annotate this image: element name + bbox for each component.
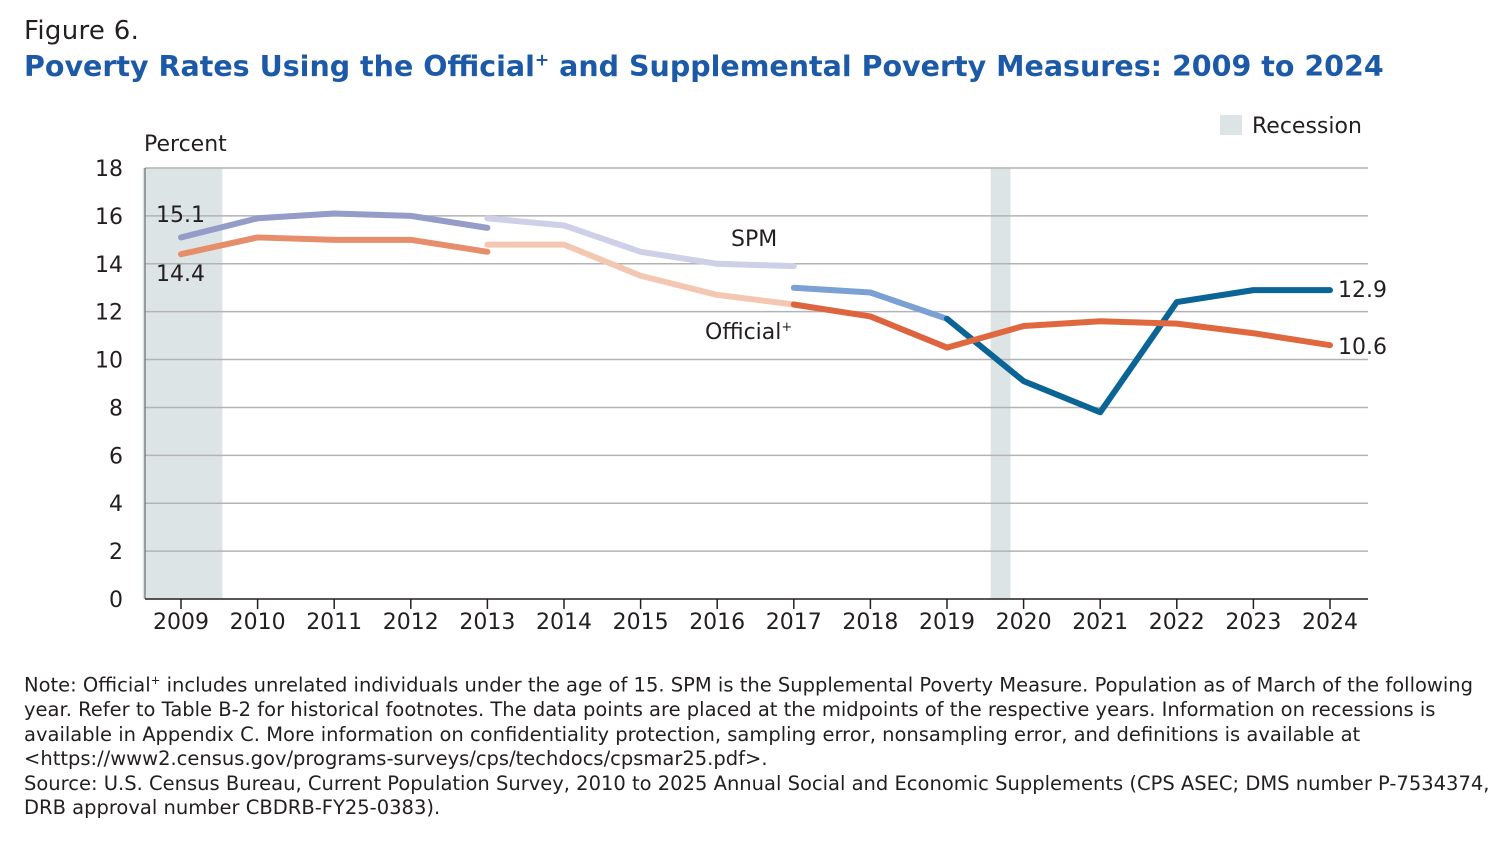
spm-end-value: 12.9 bbox=[1338, 278, 1387, 303]
official-end-value: 10.6 bbox=[1338, 335, 1387, 360]
x-tick-label: 2015 bbox=[613, 610, 669, 635]
x-tick-label: 2012 bbox=[383, 610, 439, 635]
y-tick-label: 14 bbox=[95, 253, 123, 278]
official-line-segment-1 bbox=[178, 234, 491, 258]
title-text: Poverty Rates Using the Official bbox=[24, 50, 535, 83]
figure-label: Figure 6. bbox=[24, 16, 140, 46]
x-tick-label: 2010 bbox=[230, 610, 286, 635]
spm-line-segment-4 bbox=[944, 287, 1333, 416]
spm-line-segment-1 bbox=[178, 210, 491, 241]
x-tick-label: 2020 bbox=[996, 610, 1052, 635]
chart-note: Note: Official+ includes unrelated indiv… bbox=[24, 668, 1494, 821]
y-tick-label: 18 bbox=[95, 157, 123, 182]
official-line-segment-2 bbox=[484, 241, 797, 308]
x-tick-label: 2018 bbox=[842, 610, 898, 635]
note-text: Note: Official+ includes unrelated indiv… bbox=[24, 673, 1474, 771]
y-tick-label: 4 bbox=[109, 492, 123, 517]
official-series-label: Official+ bbox=[705, 320, 792, 345]
spm-line-segment-2 bbox=[484, 215, 797, 270]
x-tick-label: 2021 bbox=[1072, 610, 1128, 635]
line-chart: 0 2 4 6 8 10 12 14 16 18 2009 2010 2011 2012 2013 2014… bbox=[95, 114, 1387, 635]
y-tick-label: 2 bbox=[109, 540, 123, 565]
title-sup: + bbox=[534, 50, 550, 71]
x-tick-label: 2013 bbox=[459, 610, 515, 635]
official-line-segment-4 bbox=[944, 318, 1333, 351]
x-tick-label: 2009 bbox=[153, 610, 209, 635]
x-tick-label: 2016 bbox=[689, 610, 745, 635]
spm-line-segment-3 bbox=[790, 284, 950, 322]
y-tick-label: 10 bbox=[95, 349, 123, 374]
x-tick-label: 2024 bbox=[1302, 610, 1358, 635]
source-text: Source: U.S. Census Bureau, Current Popu… bbox=[24, 771, 1490, 820]
x-tick-label: 2019 bbox=[919, 610, 975, 635]
x-tick-label: 2014 bbox=[536, 610, 592, 635]
x-tick-label: 2017 bbox=[766, 610, 822, 635]
y-tick-label: 16 bbox=[95, 205, 123, 230]
y-tick-label: 8 bbox=[109, 396, 123, 421]
official-start-value: 14.4 bbox=[156, 262, 205, 287]
y-tick-label: 12 bbox=[95, 301, 123, 326]
spm-start-value: 15.1 bbox=[156, 203, 205, 228]
x-tick-label: 2022 bbox=[1149, 610, 1205, 635]
y-tick-label: 6 bbox=[109, 444, 123, 469]
title-text-rest: and Supplemental Poverty Measures: 2009 … bbox=[549, 50, 1384, 83]
recession-band bbox=[990, 168, 1011, 599]
official-line-segment-3 bbox=[790, 301, 950, 351]
chart-title: Poverty Rates Using the Official+ and Su… bbox=[24, 50, 1384, 83]
x-tick-label: 2011 bbox=[306, 610, 362, 635]
y-tick-label: 0 bbox=[109, 588, 123, 613]
y-axis-label: Percent bbox=[144, 132, 227, 157]
legend-recession-swatch bbox=[1220, 115, 1242, 135]
spm-series-label: SPM bbox=[731, 227, 777, 252]
x-tick-label: 2023 bbox=[1225, 610, 1281, 635]
legend-recession-label: Recession bbox=[1252, 114, 1362, 139]
